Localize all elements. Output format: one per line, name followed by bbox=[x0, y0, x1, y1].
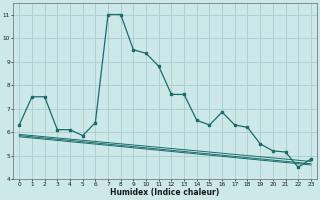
X-axis label: Humidex (Indice chaleur): Humidex (Indice chaleur) bbox=[110, 188, 220, 197]
